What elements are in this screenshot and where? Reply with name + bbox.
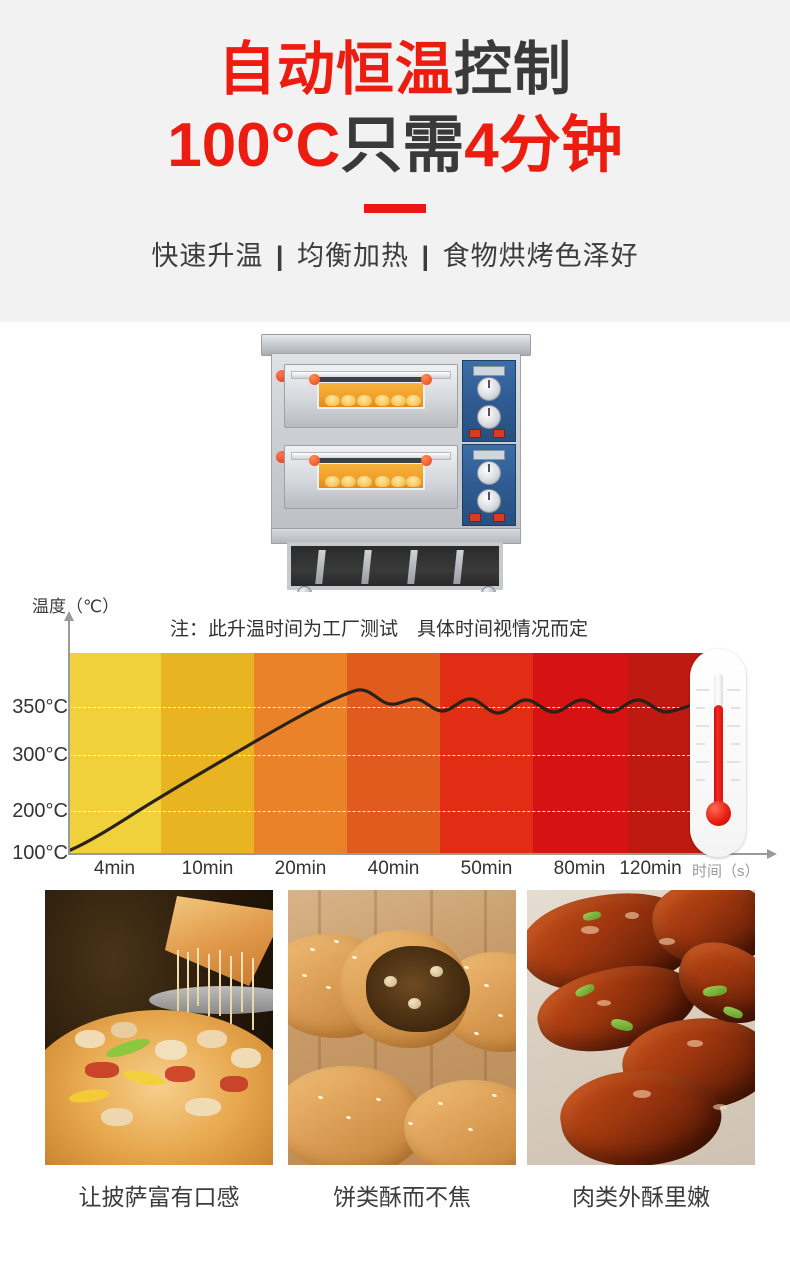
panel-led-upper-1: [469, 429, 481, 438]
oven-deck-upper: [284, 364, 458, 428]
headline-secondary-dark: 只需: [340, 111, 465, 180]
food-photo-wings: [527, 890, 755, 1165]
panel-display-upper-1: [473, 366, 505, 376]
chart-note: 注：此升温时间为工厂测试 具体时间视情况而定: [170, 619, 589, 640]
chart-ytick-350: 350°C: [12, 696, 68, 718]
chart-band-1: [68, 653, 162, 853]
chart-band-2: [161, 653, 255, 853]
deck-window-upper: [317, 381, 425, 409]
headline-duration: 4分钟: [464, 111, 623, 180]
chart-band-5: [440, 653, 534, 853]
chart-gridline-300: [68, 755, 720, 756]
chart-ytick-200: 200°C: [12, 800, 68, 822]
food-photo-pastry: [288, 890, 516, 1165]
chart-xtick-6: 80min: [553, 858, 606, 879]
panel-dial-lower-1[interactable]: [477, 461, 501, 485]
chart-ytick-100: 100°C: [12, 842, 68, 864]
oven-product-image: [253, 334, 538, 602]
oven-control-panel-upper[interactable]: [462, 360, 516, 442]
panel-dial-upper-2[interactable]: [477, 405, 501, 429]
deck-window-lower: [317, 462, 425, 490]
food-photo-pizza: [45, 890, 273, 1165]
panel-led-upper-2: [493, 429, 505, 438]
oven-stand: [287, 542, 503, 590]
chart-y-axis-title: 温度（℃）: [32, 597, 120, 616]
gallery-captions: 让披萨富有口感 饼类酥而不焦 肉类外酥里嫩: [0, 1178, 790, 1222]
thermometer-mercury: [714, 705, 723, 815]
chart-ytick-300: 300°C: [12, 744, 68, 766]
panel-dial-upper-1[interactable]: [477, 377, 501, 401]
headline-secondary: 100°C只需4分钟: [0, 104, 790, 182]
oven-control-panel-lower[interactable]: [462, 444, 516, 526]
headline-primary-dark: 控制: [454, 37, 573, 102]
handle-knob-upper-right: [421, 374, 432, 385]
chart-x-axis: [68, 849, 777, 859]
chart-xtick-7: 120min: [619, 858, 682, 879]
food-photo-gallery: [0, 890, 790, 1180]
red-divider-bar: [364, 204, 426, 213]
panel-dial-lower-2[interactable]: [477, 489, 501, 513]
chart-xtick-3: 20min: [274, 858, 327, 879]
thermometer-bulb: [706, 801, 731, 826]
caption-pizza: 让披萨富有口感: [78, 1184, 240, 1210]
feature-item-2: 均衡加热: [297, 241, 409, 271]
promo-header: 自动恒温控制 100°C只需4分钟 快速升温 | 均衡加热 | 食物烘烤色泽好: [0, 0, 790, 322]
headline-primary: 自动恒温控制: [0, 0, 790, 104]
deck-handle-lower: [313, 458, 425, 463]
thermometer-icon: [690, 649, 746, 857]
chart-band-6: [533, 653, 627, 853]
headline-primary-red: 自动恒温: [217, 37, 454, 102]
handle-knob-upper-left: [309, 374, 320, 385]
chart-xtick-1: 4min: [93, 858, 136, 879]
chart-temperature-curve: [68, 688, 706, 853]
oven-body: [271, 353, 521, 531]
feature-separator-1: |: [275, 241, 285, 271]
panel-display-lower-1: [473, 450, 505, 460]
chart-x-axis-title: 时间（s）: [692, 863, 760, 880]
chart-xtick-4: 40min: [367, 858, 420, 879]
handle-knob-lower-right: [421, 455, 432, 466]
product-image-stage: [0, 322, 790, 602]
feature-subtitle: 快速升温 | 均衡加热 | 食物烘烤色泽好: [0, 213, 790, 273]
pastry-filling: [366, 946, 470, 1032]
feature-item-3: 食物烘烤色泽好: [442, 241, 639, 271]
headline-temperature: 100°C: [167, 111, 341, 180]
chart-band-3: [254, 653, 348, 853]
pastry-bottom-right: [404, 1080, 516, 1165]
caption-wings: 肉类外酥里嫩: [572, 1184, 710, 1210]
handle-knob-lower-left: [309, 455, 320, 466]
chart-xtick-2: 10min: [181, 858, 234, 879]
panel-led-lower-2: [493, 513, 505, 522]
chart-xtick-5: 50min: [460, 858, 513, 879]
oven-deck-lower: [284, 445, 458, 509]
caption-pastry: 饼类酥而不焦: [333, 1184, 471, 1210]
temperature-chart: 温度（℃） 注：此升温时间为工厂测试 具体时间视情况而定 350°C 300°C…: [0, 592, 790, 890]
chart-gridline-200: [68, 811, 720, 812]
panel-led-lower-1: [469, 513, 481, 522]
feature-item-1: 快速升温: [151, 241, 264, 271]
chart-y-axis: [64, 611, 74, 853]
chart-band-4: [347, 653, 441, 853]
feature-separator-2: |: [421, 241, 431, 271]
chart-gridline-350: [68, 707, 720, 708]
pastry-bottom-left: [288, 1066, 424, 1165]
deck-handle-upper: [313, 377, 425, 382]
